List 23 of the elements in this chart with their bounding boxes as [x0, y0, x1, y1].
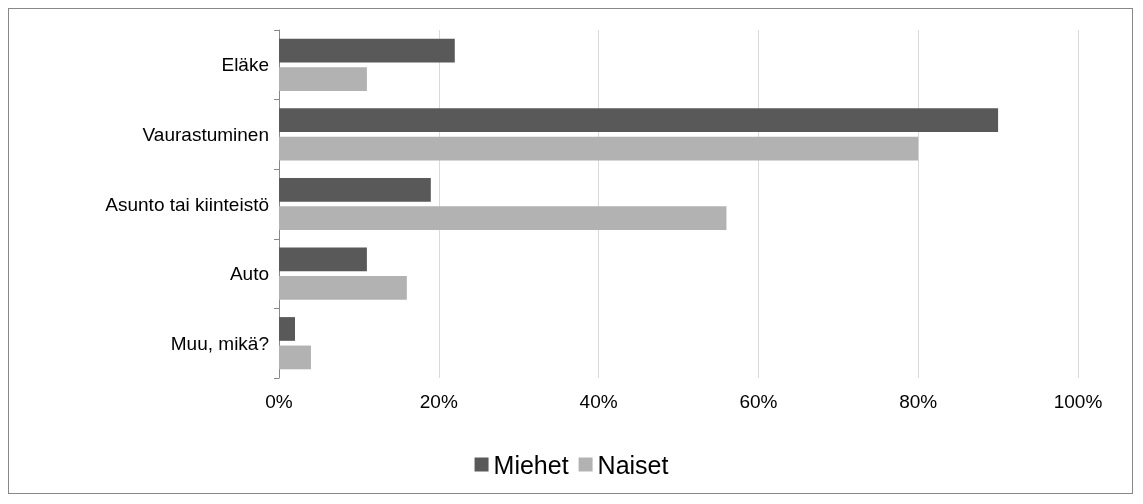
legend-label: Naiset	[597, 450, 669, 479]
bar	[279, 38, 455, 63]
y-tick-label: Muu, mikä?	[170, 332, 269, 354]
x-tick-label: 80%	[899, 391, 938, 412]
bar	[279, 67, 367, 91]
bar	[279, 136, 919, 161]
bar	[279, 247, 367, 272]
y-tick-label: Asunto tai kiinteistö	[105, 193, 269, 215]
bar	[279, 345, 311, 370]
bar	[279, 206, 727, 231]
y-tick-label: Vaurastuminen	[142, 123, 269, 145]
x-tick-label: 100%	[1053, 391, 1103, 412]
x-tick-label: 20%	[419, 391, 458, 412]
y-tick-label: Auto	[229, 263, 269, 285]
legend-label: Miehet	[493, 450, 569, 479]
bar	[279, 317, 295, 341]
x-tick-label: 60%	[739, 391, 778, 412]
bar	[279, 177, 431, 202]
y-tick-label: Eläke	[221, 54, 269, 76]
x-tick-label: 40%	[579, 391, 618, 412]
bar	[279, 275, 407, 300]
x-tick-label: 0%	[265, 391, 293, 412]
bar	[279, 108, 999, 133]
